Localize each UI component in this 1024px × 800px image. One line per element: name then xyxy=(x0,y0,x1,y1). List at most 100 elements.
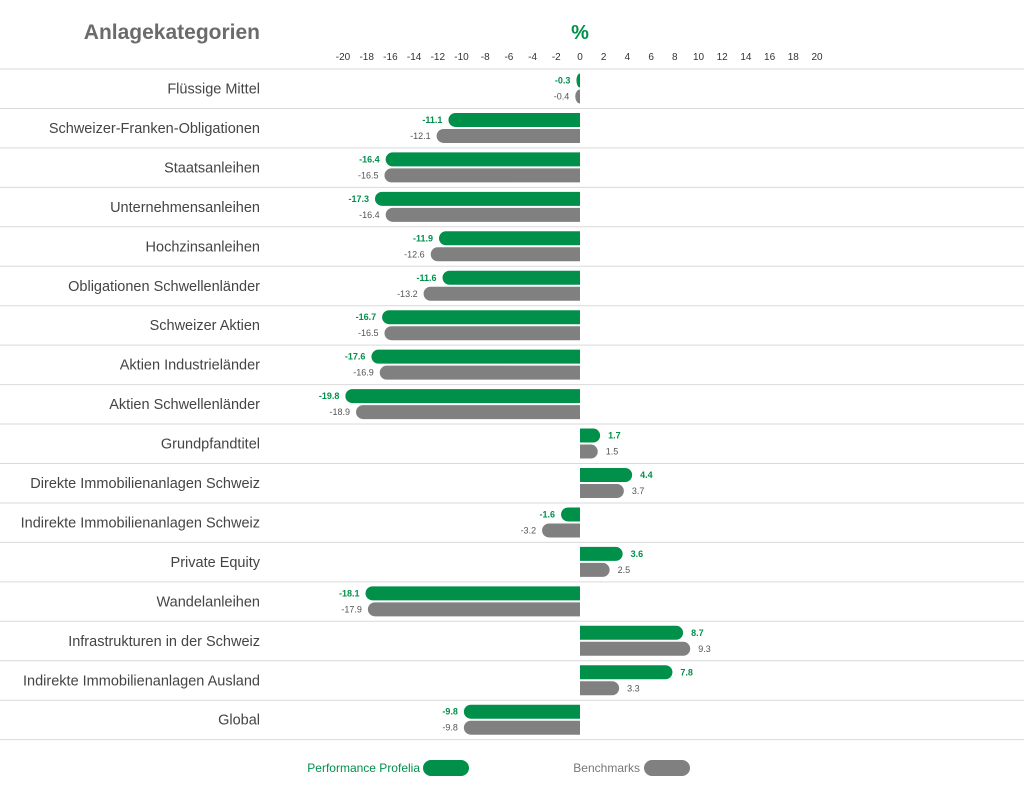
value-label-benchmark: -12.6 xyxy=(404,249,425,259)
value-label-performance: 7.8 xyxy=(680,667,693,677)
value-label-benchmark: -16.5 xyxy=(358,328,379,338)
bar-performance xyxy=(442,270,580,285)
x-tick-label: 8 xyxy=(672,52,678,63)
legend-swatch-performance xyxy=(423,760,469,776)
value-label-performance: -17.6 xyxy=(345,352,366,362)
bar-performance xyxy=(365,586,580,601)
value-label-performance: 8.7 xyxy=(691,628,704,638)
value-label-benchmark: 1.5 xyxy=(606,447,619,457)
x-tick-label: 4 xyxy=(625,52,631,63)
bar-performance xyxy=(371,349,580,364)
x-tick-label: -6 xyxy=(504,52,513,63)
chart-rows: Flüssige Mittel -0.3 -0.4 Schweizer-Franken… xyxy=(0,68,1024,741)
bar-benchmark xyxy=(580,444,598,459)
bar-performance xyxy=(580,428,601,443)
bar-performance xyxy=(576,73,580,88)
category-label: Hochzinsanleihen xyxy=(146,239,260,255)
value-label-benchmark: -13.2 xyxy=(397,289,418,299)
value-label-performance: -11.1 xyxy=(422,115,442,125)
bar-benchmark xyxy=(580,641,691,656)
category-label: Grundpfandtitel xyxy=(161,437,260,453)
value-label-performance: 1.7 xyxy=(608,431,621,441)
category-label: Infrastrukturen in der Schweiz xyxy=(68,634,260,650)
x-tick-label: 0 xyxy=(577,52,583,63)
category-label: Aktien Schwellenländer xyxy=(109,397,260,413)
bar-performance xyxy=(438,231,580,246)
value-label-performance: -11.6 xyxy=(417,273,437,283)
bar-benchmark xyxy=(580,484,624,498)
x-tick-label: -18 xyxy=(359,52,374,63)
value-label-performance: -17.3 xyxy=(348,194,369,204)
value-label-performance: -9.8 xyxy=(442,707,458,717)
x-tick-label: 18 xyxy=(788,52,800,63)
x-tick-label: 12 xyxy=(717,52,729,63)
category-label: Obligationen Schwellenländer xyxy=(68,279,260,295)
x-axis-ticks: -20 -18 -16 -14 -12 -10 -8 -6 -4 -2 0 2 4 6 8 10 12 14 16 1… xyxy=(336,52,823,63)
bar-benchmark xyxy=(436,128,580,143)
value-label-benchmark: 3.7 xyxy=(632,486,645,496)
bar-benchmark xyxy=(367,602,580,617)
category-label: Aktien Industrieländer xyxy=(120,358,260,374)
category-label: Schweizer-Franken-Obligationen xyxy=(49,121,260,137)
x-tick-label: 14 xyxy=(740,52,752,63)
value-label-benchmark: -3.2 xyxy=(521,525,537,535)
bar-performance xyxy=(463,704,580,719)
x-tick-label: -20 xyxy=(336,52,351,63)
bar-benchmark xyxy=(575,89,580,104)
bar-performance xyxy=(561,507,580,522)
value-label-benchmark: -9.8 xyxy=(442,723,458,733)
value-label-benchmark: 2.5 xyxy=(618,565,631,575)
value-label-benchmark: -16.5 xyxy=(358,170,379,180)
category-label: Direkte Immobilienanlagen Schweiz xyxy=(30,476,260,492)
x-tick-label: 2 xyxy=(601,52,607,63)
bar-benchmark xyxy=(423,286,580,301)
x-tick-label: 6 xyxy=(648,52,654,63)
bar-performance xyxy=(382,310,580,325)
bar-benchmark xyxy=(384,326,580,341)
bar-performance xyxy=(580,665,673,680)
legend-label-benchmarks: Benchmarks xyxy=(573,761,640,775)
bar-performance xyxy=(345,389,580,404)
category-label: Indirekte Immobilienanlagen Schweiz xyxy=(21,515,260,531)
x-tick-label: -8 xyxy=(481,52,490,63)
x-tick-label: 16 xyxy=(764,52,776,63)
x-tick-label: -10 xyxy=(454,52,469,63)
value-label-performance: 3.6 xyxy=(631,549,644,559)
bar-performance xyxy=(448,112,580,127)
x-tick-label: 10 xyxy=(693,52,705,63)
bar-performance xyxy=(374,191,580,206)
value-label-benchmark: -16.9 xyxy=(353,368,374,378)
value-label-benchmark: -16.4 xyxy=(359,210,380,220)
bar-benchmark xyxy=(463,720,580,735)
legend-label-performance: Performance Profelia xyxy=(307,761,420,775)
bar-benchmark xyxy=(385,207,580,222)
value-label-benchmark: 3.3 xyxy=(627,683,640,693)
x-tick-label: -12 xyxy=(431,52,446,63)
x-tick-label: -14 xyxy=(407,52,422,63)
value-label-performance: -19.8 xyxy=(319,391,340,401)
x-tick-label: -2 xyxy=(552,52,561,63)
bar-benchmark xyxy=(430,247,580,262)
unit-label: % xyxy=(571,22,589,44)
category-label: Unternehmensanleihen xyxy=(110,200,260,216)
value-label-performance: -18.1 xyxy=(339,588,360,598)
category-label: Wandelanleihen xyxy=(157,594,260,610)
value-label-performance: -11.9 xyxy=(413,233,433,243)
bar-benchmark xyxy=(580,681,620,696)
value-label-performance: -16.7 xyxy=(356,312,377,322)
category-label: Staatsanleihen xyxy=(164,160,260,176)
bar-performance xyxy=(385,152,580,167)
bar-benchmark xyxy=(356,405,580,420)
value-label-benchmark: -18.9 xyxy=(330,407,351,417)
value-label-performance: -16.4 xyxy=(359,154,380,164)
category-label: Flüssige Mittel xyxy=(167,82,260,98)
value-label-performance: -0.3 xyxy=(555,76,571,86)
chart-title: Anlagekategorien xyxy=(84,21,260,44)
value-label-benchmark: 9.3 xyxy=(698,644,711,654)
x-tick-label: 20 xyxy=(811,52,823,63)
value-label-benchmark: -17.9 xyxy=(341,604,362,614)
category-label: Indirekte Immobilienanlagen Ausland xyxy=(23,673,260,689)
x-tick-label: -4 xyxy=(528,52,537,63)
legend: Performance Profelia Benchmarks xyxy=(307,760,690,776)
